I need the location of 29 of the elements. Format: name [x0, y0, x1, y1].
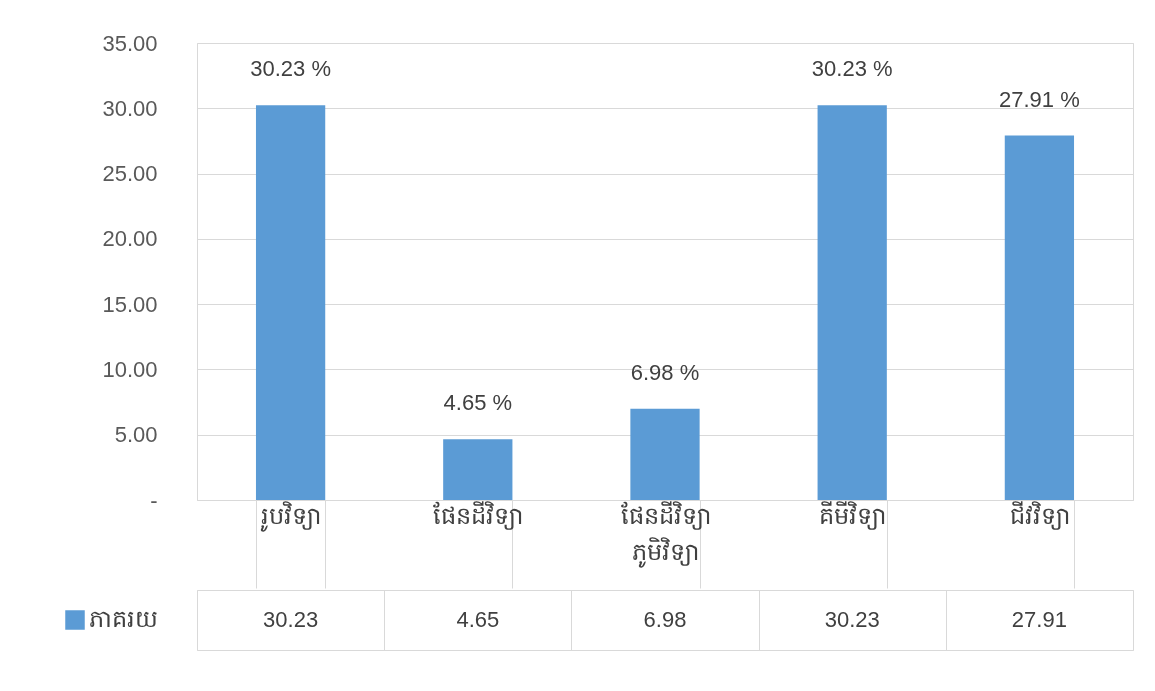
- legend-label: ភាគរយ: [89, 605, 158, 632]
- bar: [1004, 135, 1075, 500]
- y-tick-label: 35.00: [102, 30, 158, 56]
- data-label: 30.23: [263, 607, 319, 632]
- data-label: 4.65: [456, 607, 500, 632]
- annotation: 27.91 %: [999, 86, 1080, 112]
- annotation: 30.23 %: [811, 56, 893, 82]
- data-label: 27.91: [1011, 607, 1067, 632]
- annotation: 4.65 %: [443, 390, 513, 416]
- annotation: 30.23 %: [250, 56, 331, 82]
- y-tick-label: 5.00: [114, 422, 158, 448]
- x-tick-label: ផែនដីវិទ្យា ភូមិវិទ្យា: [620, 500, 711, 568]
- y-tick-label: 10.00: [102, 356, 158, 382]
- y-tick-label: 15.00: [102, 291, 158, 317]
- x-tick-label: ផែនដីវិទ្យា: [433, 500, 524, 530]
- y-tick-label: 25.00: [102, 161, 158, 187]
- bar: [630, 408, 700, 500]
- bar: [255, 105, 326, 500]
- data-label: 6.98: [643, 607, 687, 632]
- annotation: 6.98 %: [630, 359, 700, 385]
- y-tick-label: 30.00: [102, 95, 158, 121]
- bar: [443, 439, 513, 500]
- x-tick-label: រូបវិទ្យា: [260, 500, 322, 532]
- y-tick-label: 20.00: [102, 226, 158, 252]
- data-label: 30.23: [824, 607, 880, 632]
- x-tick-label: ជីវវិទ្យា: [1009, 500, 1070, 530]
- x-tick-label: គីមីវិទ្យា: [819, 500, 887, 530]
- bar: [817, 105, 887, 500]
- y-tick-label: -: [150, 487, 158, 513]
